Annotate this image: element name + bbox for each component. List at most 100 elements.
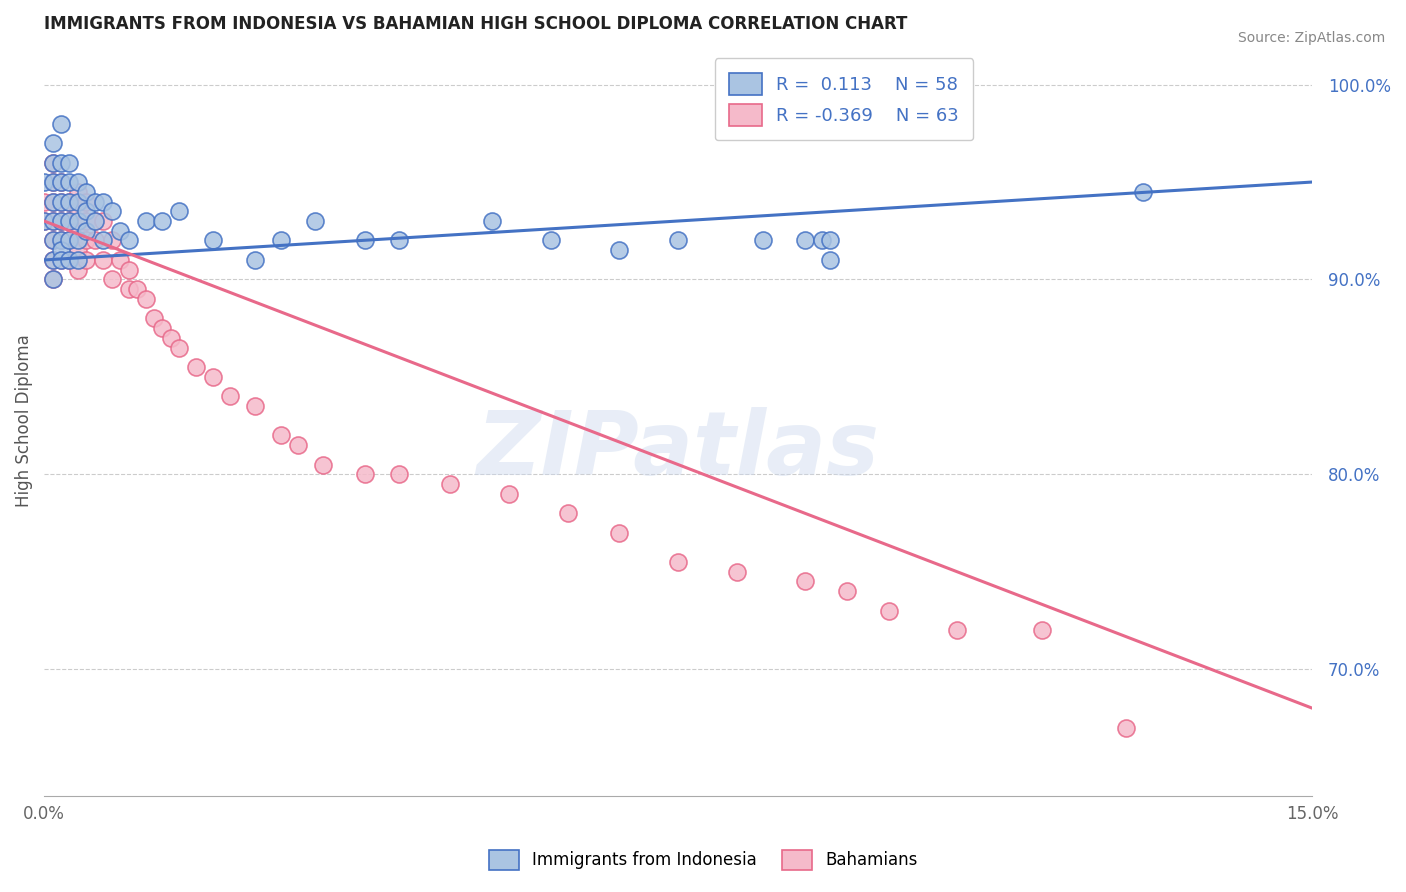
Point: [91, 194, 114, 209]
Point: [117, 262, 139, 277]
Point: [49, 175, 72, 189]
Point: [32, 194, 55, 209]
Point: [66, 185, 89, 199]
Point: [49, 194, 72, 209]
Point: [751, 234, 773, 248]
Point: [41, 194, 63, 209]
Point: [66, 234, 89, 248]
Point: [49, 194, 72, 209]
Point: [152, 321, 174, 335]
Point: [49, 252, 72, 267]
Point: [32, 214, 55, 228]
Point: [946, 623, 969, 637]
Point: [127, 282, 149, 296]
Point: [49, 234, 72, 248]
Point: [58, 214, 80, 228]
Point: [135, 214, 157, 228]
Point: [879, 604, 901, 618]
Point: [58, 234, 80, 248]
Point: [41, 234, 63, 248]
Point: [58, 234, 80, 248]
Point: [793, 574, 815, 589]
Legend: R =  0.113    N = 58, R = -0.369    N = 63: R = 0.113 N = 58, R = -0.369 N = 63: [714, 59, 973, 140]
Point: [160, 331, 183, 345]
Point: [49, 244, 72, 258]
Text: IMMIGRANTS FROM INDONESIA VS BAHAMIAN HIGH SCHOOL DIPLOMA CORRELATION CHART: IMMIGRANTS FROM INDONESIA VS BAHAMIAN HI…: [44, 15, 907, 33]
Point: [49, 117, 72, 131]
Point: [66, 204, 89, 219]
Point: [41, 272, 63, 286]
Point: [1115, 721, 1137, 735]
Point: [607, 525, 630, 540]
Point: [245, 252, 267, 267]
Point: [75, 252, 97, 267]
Point: [41, 234, 63, 248]
Point: [481, 214, 503, 228]
Point: [100, 272, 122, 286]
Point: [32, 214, 55, 228]
Point: [41, 252, 63, 267]
Point: [58, 194, 80, 209]
Point: [439, 477, 461, 491]
Point: [75, 224, 97, 238]
Text: Source: ZipAtlas.com: Source: ZipAtlas.com: [1237, 31, 1385, 45]
Point: [41, 214, 63, 228]
Point: [91, 214, 114, 228]
Point: [354, 234, 377, 248]
Point: [169, 204, 191, 219]
Legend: Immigrants from Indonesia, Bahamians: Immigrants from Indonesia, Bahamians: [482, 843, 924, 877]
Point: [32, 175, 55, 189]
Point: [837, 584, 859, 599]
Point: [108, 252, 131, 267]
Point: [287, 438, 309, 452]
Point: [818, 252, 841, 267]
Point: [388, 234, 411, 248]
Point: [818, 234, 841, 248]
Point: [58, 252, 80, 267]
Point: [58, 194, 80, 209]
Point: [41, 175, 63, 189]
Point: [75, 214, 97, 228]
Point: [725, 565, 748, 579]
Point: [100, 204, 122, 219]
Point: [354, 467, 377, 482]
Point: [41, 136, 63, 150]
Point: [202, 234, 225, 248]
Point: [304, 214, 326, 228]
Point: [202, 370, 225, 384]
Point: [83, 214, 105, 228]
Point: [810, 234, 832, 248]
Point: [607, 244, 630, 258]
Y-axis label: High School Diploma: High School Diploma: [15, 334, 32, 507]
Point: [41, 175, 63, 189]
Point: [49, 214, 72, 228]
Point: [58, 155, 80, 169]
Point: [793, 234, 815, 248]
Point: [83, 234, 105, 248]
Point: [49, 214, 72, 228]
Point: [41, 155, 63, 169]
Point: [49, 175, 72, 189]
Point: [117, 282, 139, 296]
Point: [108, 224, 131, 238]
Point: [666, 234, 689, 248]
Point: [557, 506, 579, 520]
Point: [169, 341, 191, 355]
Point: [388, 467, 411, 482]
Point: [66, 252, 89, 267]
Point: [83, 194, 105, 209]
Point: [58, 252, 80, 267]
Point: [49, 234, 72, 248]
Point: [75, 185, 97, 199]
Point: [58, 214, 80, 228]
Point: [83, 214, 105, 228]
Point: [66, 194, 89, 209]
Point: [75, 234, 97, 248]
Point: [66, 224, 89, 238]
Point: [49, 155, 72, 169]
Point: [75, 194, 97, 209]
Point: [312, 458, 335, 472]
Point: [41, 252, 63, 267]
Point: [66, 214, 89, 228]
Point: [66, 262, 89, 277]
